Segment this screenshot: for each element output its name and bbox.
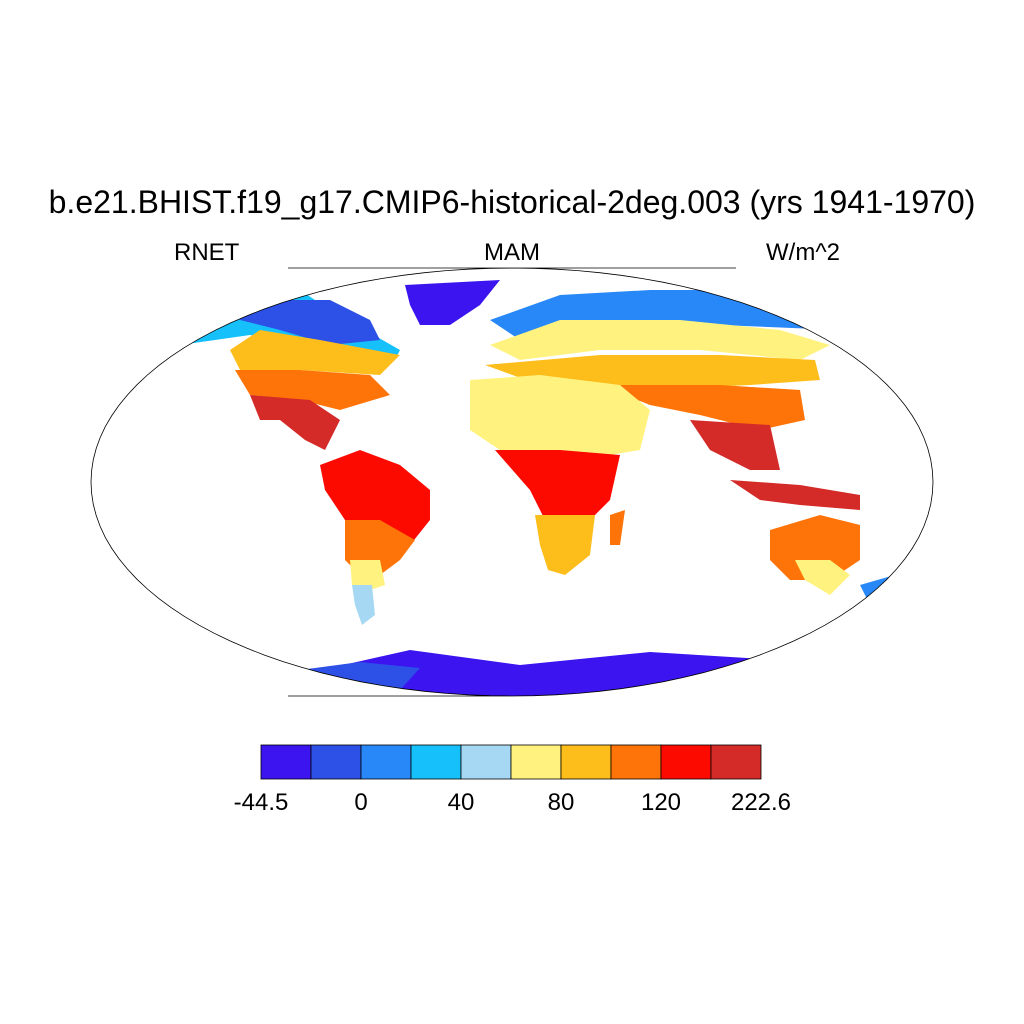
map-outline xyxy=(90,267,934,697)
colorbar-swatch xyxy=(460,744,512,780)
land-eurasia-high xyxy=(490,320,830,360)
map-title: b.e21.BHIST.f19_g17.CMIP6-historical-2de… xyxy=(48,184,976,220)
colorbar-label: -44.5 xyxy=(233,789,289,816)
land-north-america-south xyxy=(235,370,390,410)
land-north-america-arctic xyxy=(240,300,380,345)
colorbar-label: 80 xyxy=(547,789,575,816)
colorbar-label: 120 xyxy=(640,789,682,816)
colorbar-swatch xyxy=(510,744,562,780)
colorbar-label: 40 xyxy=(447,789,475,816)
land-field xyxy=(160,280,900,696)
land-madagascar xyxy=(610,510,625,545)
colorbar-label: 0 xyxy=(354,789,368,816)
land-south-america-north xyxy=(320,450,430,560)
land-south-africa xyxy=(535,515,595,575)
colorbar-swatch xyxy=(710,744,762,780)
colorbar-swatch xyxy=(410,744,462,780)
land-central-america xyxy=(250,395,340,450)
variable-label: RNET xyxy=(174,239,240,266)
land-australia-south xyxy=(795,560,850,595)
colorbar-swatch xyxy=(310,744,362,780)
colorbar-swatch xyxy=(610,744,662,780)
colorbar-swatch xyxy=(260,744,312,780)
season-label: MAM xyxy=(484,239,540,266)
colorbar-swatch xyxy=(560,744,612,780)
land-sahara xyxy=(470,375,650,455)
colorbar-swatch xyxy=(360,744,412,780)
colorbar-swatch xyxy=(660,744,712,780)
land-central-africa xyxy=(495,450,620,520)
land-greenland xyxy=(405,280,500,325)
land-australia xyxy=(770,515,860,580)
colorbar xyxy=(260,744,762,780)
land-south-america-south xyxy=(350,560,385,590)
land-north-america-mid xyxy=(230,330,400,375)
land-south-asia xyxy=(690,420,780,470)
land-asia-south xyxy=(600,385,805,430)
land-indonesia xyxy=(730,480,860,510)
units-label: W/m^2 xyxy=(766,239,840,266)
colorbar-label: 222.6 xyxy=(730,789,792,816)
land-patagonia xyxy=(352,585,375,625)
